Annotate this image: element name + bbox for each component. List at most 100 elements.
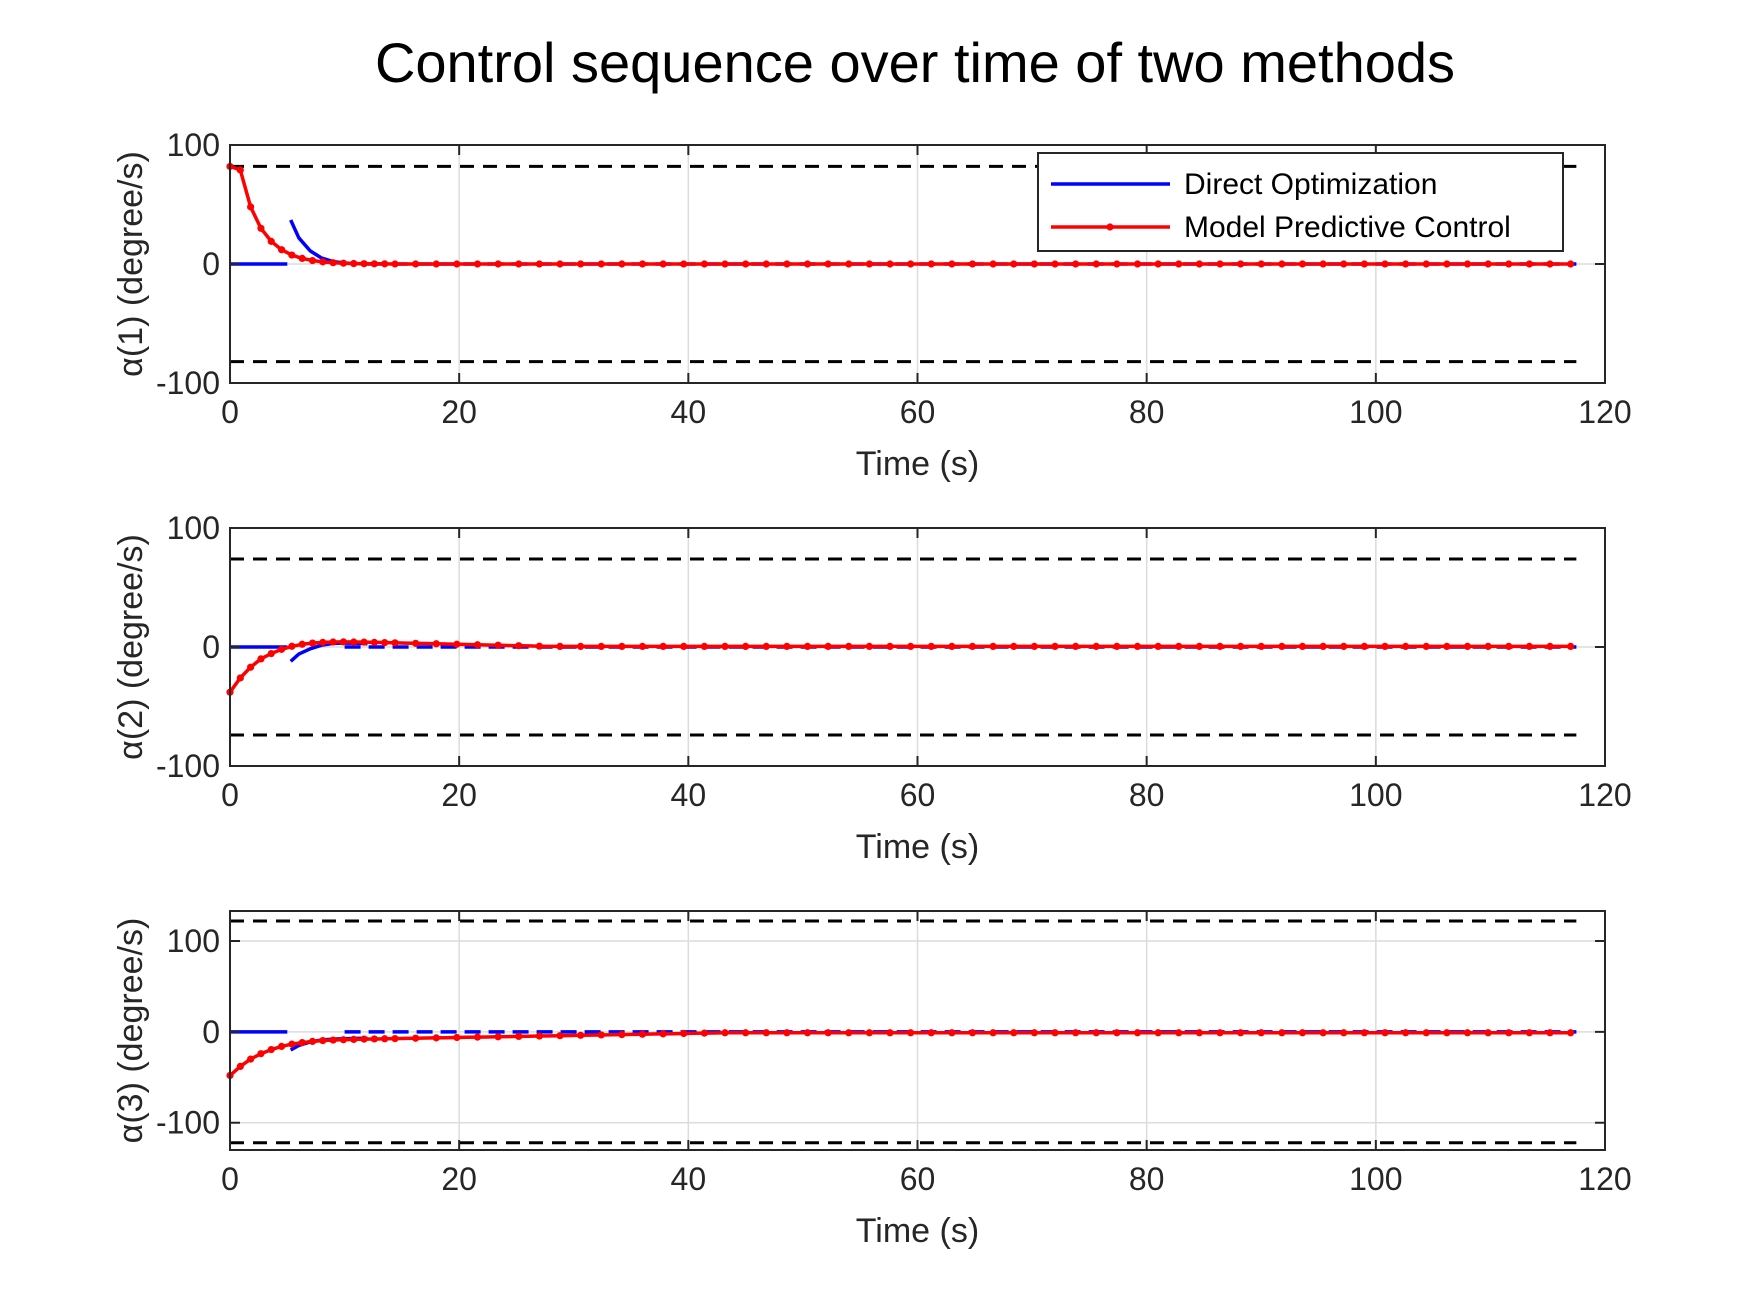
- series-mpc-point: [577, 1031, 585, 1039]
- series-mpc-point: [556, 642, 564, 651]
- series-mpc-point: [989, 1029, 997, 1037]
- series-mpc-point: [350, 259, 358, 268]
- series-mpc-point: [556, 260, 564, 268]
- series-mpc-point: [907, 260, 915, 268]
- y-tick-label: -100: [156, 1105, 220, 1141]
- x-tick-label: 0: [221, 1161, 239, 1197]
- series-mpc-point: [267, 649, 275, 658]
- series-mpc-point: [1340, 260, 1348, 268]
- series-mpc-point: [948, 1029, 956, 1037]
- series-mpc-point: [535, 642, 543, 650]
- series-mpc-point: [381, 260, 389, 268]
- series-mpc-point: [515, 1032, 523, 1041]
- series-mpc-point: [1567, 1029, 1575, 1037]
- series-mpc-point: [360, 260, 368, 268]
- series-mpc-point: [1298, 260, 1307, 268]
- series-mpc-point: [886, 642, 894, 651]
- series-mpc-point: [1525, 1029, 1533, 1037]
- series-mpc-point: [845, 1029, 853, 1037]
- y-axis-label: α(1) (degree/s): [112, 151, 150, 377]
- series-mpc-point: [298, 640, 306, 648]
- series-mpc-point: [927, 642, 935, 651]
- series-mpc-point: [948, 642, 956, 651]
- series-mpc-point: [680, 642, 688, 651]
- y-tick-label: -100: [156, 365, 220, 401]
- series-mpc-point: [1443, 642, 1451, 651]
- series-mpc-point: [277, 246, 286, 254]
- series-mpc-point: [659, 260, 667, 268]
- series-mpc-point: [1546, 642, 1554, 651]
- series-mpc-point: [577, 642, 585, 651]
- series-mpc-point: [473, 641, 482, 649]
- series-mpc-point: [1505, 260, 1513, 268]
- series-mpc-point: [968, 1029, 977, 1037]
- y-axis-label: α(2) (degree/s): [112, 534, 150, 760]
- series-mpc-point: [319, 1036, 327, 1045]
- series-mpc-point: [721, 642, 729, 651]
- series-mpc-point: [700, 1029, 708, 1037]
- x-tick-label: 80: [1129, 777, 1165, 813]
- series-mpc-point: [865, 642, 873, 651]
- series-mpc-point: [339, 638, 348, 646]
- series-mpc-point: [1154, 1029, 1162, 1037]
- series-mpc-point: [1463, 642, 1472, 651]
- x-tick-label: 20: [441, 777, 477, 813]
- series-mpc-point: [370, 260, 378, 268]
- series-mpc-point: [1216, 642, 1224, 651]
- series-mpc-point: [618, 260, 626, 268]
- series-mpc-point: [824, 642, 832, 651]
- series-mpc-point: [494, 641, 502, 649]
- series-mpc-point: [783, 260, 791, 268]
- series-mpc-point: [329, 1036, 337, 1044]
- series-mpc-point: [1298, 1029, 1307, 1037]
- series-mpc-point: [1072, 260, 1080, 268]
- series-mpc-point: [1113, 642, 1121, 651]
- y-tick-label: 100: [167, 127, 220, 163]
- series-mpc-point: [1175, 642, 1183, 651]
- series-mpc-point: [339, 259, 348, 267]
- series-mpc-point: [680, 1029, 688, 1038]
- series-mpc-point: [1422, 642, 1430, 651]
- series-mpc-point: [1484, 642, 1492, 651]
- series-mpc-point: [453, 260, 461, 268]
- series-mpc-point: [308, 639, 317, 647]
- series-mpc-point: [1505, 1029, 1513, 1037]
- series-mpc-point: [453, 640, 461, 648]
- series-mpc-point: [989, 260, 997, 268]
- series-mpc-point: [907, 1029, 915, 1037]
- series-mpc-point: [1381, 642, 1389, 651]
- series-mpc-point: [638, 1030, 647, 1038]
- series-mpc-point: [370, 638, 378, 646]
- series-mpc-point: [577, 260, 585, 268]
- x-tick-label: 120: [1578, 777, 1631, 813]
- series-mpc-point: [618, 642, 626, 651]
- series-mpc-point: [298, 254, 306, 263]
- x-tick-label: 100: [1349, 1161, 1402, 1197]
- series-mpc-point: [1010, 642, 1018, 651]
- series-mpc-point: [1216, 1029, 1224, 1037]
- series-mpc-point: [1319, 260, 1327, 268]
- series-mpc-point: [535, 1032, 543, 1040]
- series-mpc-point: [236, 1062, 244, 1070]
- series-mpc-point: [1381, 260, 1389, 268]
- series-mpc-point: [1051, 260, 1059, 268]
- series-mpc-point: [1402, 642, 1410, 651]
- legend-entry-label: Direct Optimization: [1184, 168, 1437, 201]
- series-mpc-point: [968, 260, 977, 268]
- series-mpc-point: [989, 642, 997, 651]
- y-tick-label: 100: [167, 510, 220, 546]
- series-mpc-point: [1051, 642, 1059, 651]
- series-mpc-point: [1092, 642, 1100, 651]
- series-mpc-point: [1237, 260, 1245, 268]
- series-mpc-point: [1422, 1029, 1430, 1037]
- y-tick-label: 0: [202, 246, 220, 282]
- series-mpc-point: [308, 1037, 317, 1046]
- series-mpc-point: [432, 640, 440, 648]
- x-tick-label: 40: [671, 777, 707, 813]
- series-mpc-point: [1484, 260, 1492, 268]
- series-mpc-point: [1443, 1029, 1451, 1037]
- series-mpc-point: [277, 1042, 286, 1051]
- y-tick-label: 100: [167, 923, 220, 959]
- series-mpc-point: [700, 260, 708, 268]
